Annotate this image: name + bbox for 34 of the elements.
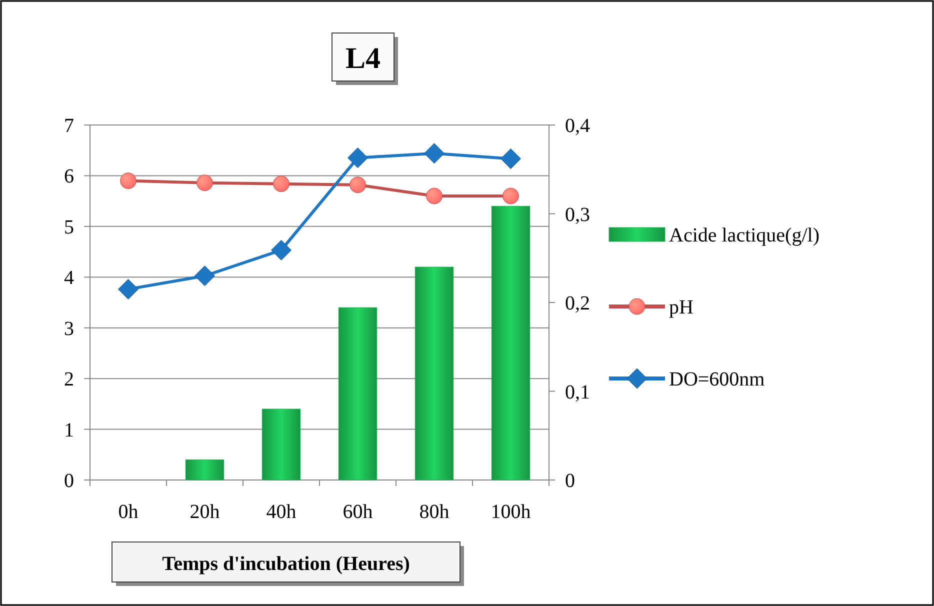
- y-tick-label: 0: [64, 470, 74, 492]
- y-tick-label: 3: [64, 318, 74, 340]
- y-tick-label: 7: [64, 115, 74, 137]
- point: [424, 143, 444, 164]
- y-tick-label: 1: [64, 419, 74, 442]
- y2-tick-label: 0,2: [565, 292, 590, 314]
- y-tick-label: 2: [64, 368, 74, 391]
- x-tick-label: 0h: [118, 501, 138, 523]
- y2-tick-label: 0: [565, 470, 575, 492]
- bar: [262, 408, 301, 480]
- bar: [414, 266, 454, 480]
- point: [348, 148, 368, 168]
- point: [194, 266, 215, 286]
- y-tick-label: 4: [64, 267, 74, 290]
- point: [500, 148, 521, 169]
- y2-tick-label: 0,4: [565, 115, 590, 137]
- y2-tick-label: 0,1: [565, 381, 590, 404]
- x-tick-label: 60h: [342, 501, 373, 523]
- y-tick-label: 6: [64, 166, 74, 188]
- bar: [338, 307, 378, 480]
- x-tick-label: 40h: [266, 501, 296, 523]
- y2-tick-label: 0,3: [565, 204, 590, 226]
- x-tick-label: 100h: [490, 501, 531, 523]
- point: [118, 278, 138, 300]
- legend-label: Acide lactique(g/l): [669, 224, 820, 246]
- bar: [185, 459, 224, 480]
- legend-label: DO=600nm: [669, 368, 766, 390]
- x-tick-label: 80h: [419, 501, 450, 523]
- y-tick-label: 5: [64, 216, 74, 238]
- point: [271, 240, 292, 260]
- x-axis-title: Temps d'incubation (Heures): [162, 553, 410, 575]
- legend-label: pH: [669, 296, 694, 318]
- chart-title: L4: [345, 42, 381, 75]
- x-tick-label: 20h: [190, 501, 220, 523]
